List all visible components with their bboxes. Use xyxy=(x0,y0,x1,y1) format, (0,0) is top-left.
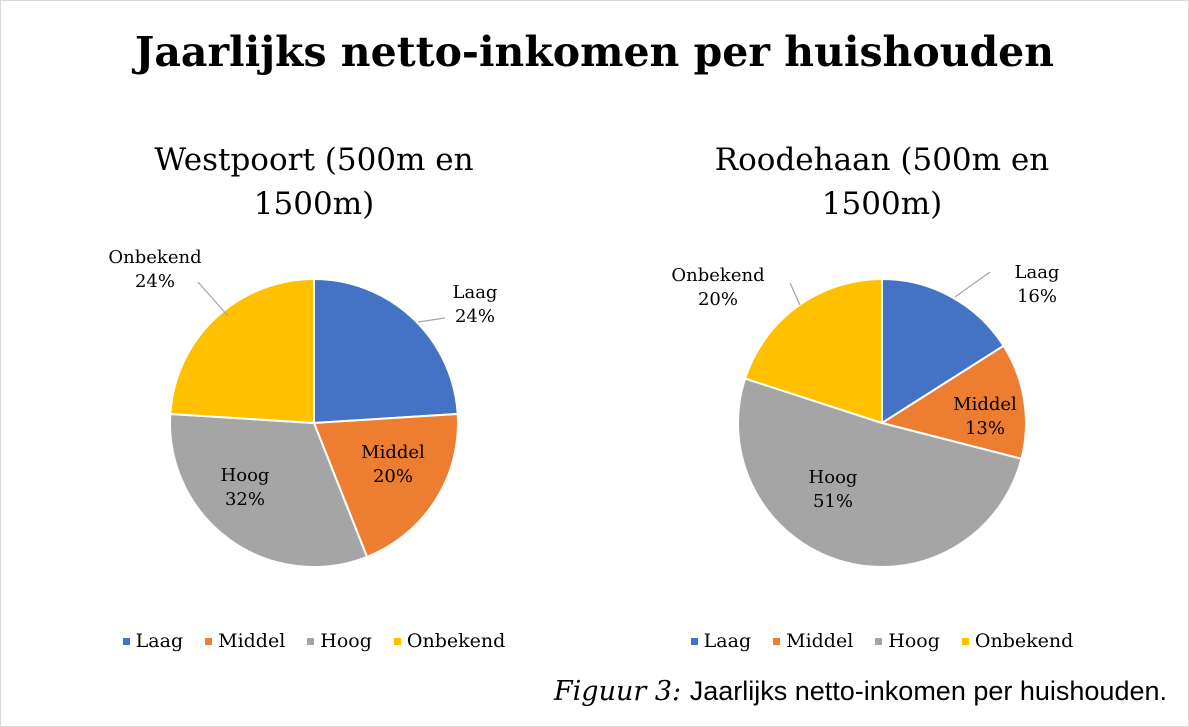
data-label-value: 20% xyxy=(698,289,738,310)
legend-label: Laag xyxy=(703,630,752,652)
pie-slice xyxy=(737,377,1023,568)
data-label-value: 24% xyxy=(455,306,495,327)
caption-label: Figuur 3: xyxy=(553,676,682,707)
pie-title: Westpoort (500m en 1500m) xyxy=(154,142,474,222)
pie-slice xyxy=(879,344,1027,461)
leader-line xyxy=(197,281,229,317)
main-title: Jaarlijks netto-inkomen per huishouden xyxy=(134,28,1055,76)
data-label-value: 13% xyxy=(965,418,1005,439)
legend-label: Middel xyxy=(218,630,286,652)
pie-title: Roodehaan (500m en 1500m) xyxy=(714,142,1050,222)
legend-item: Laag xyxy=(122,630,184,652)
caption-text: Jaarlijks netto-inkomen per huishouden. xyxy=(689,676,1167,706)
data-label-category: Middel xyxy=(953,394,1017,415)
data-label-category: Onbekend xyxy=(108,247,201,268)
data-label-value: 32% xyxy=(225,489,265,510)
caption: Figuur 3: Jaarlijks netto-inkomen per hu… xyxy=(554,676,1167,707)
data-label-category: Middel xyxy=(361,442,425,463)
pie-slice xyxy=(743,277,883,425)
legend-swatch xyxy=(393,637,401,645)
legend-label: Hoog xyxy=(320,630,372,652)
legend-swatch xyxy=(961,637,969,645)
pie-slice xyxy=(169,277,315,425)
legend-swatch xyxy=(773,637,781,645)
legend: Laag Middel Hoog Onbekend xyxy=(632,630,1132,652)
leader-line xyxy=(789,282,801,306)
data-label-category: Laag xyxy=(453,282,498,303)
legend-item: Middel xyxy=(205,630,285,652)
pie-slice xyxy=(312,412,459,559)
legend-swatch xyxy=(122,637,130,645)
legend-swatch xyxy=(205,637,213,645)
data-label-value: 20% xyxy=(373,466,413,487)
data-label-category: Hoog xyxy=(221,465,270,486)
leader-line xyxy=(954,271,991,298)
legend-label: Hoog xyxy=(888,630,940,652)
legend-swatch xyxy=(875,637,883,645)
leader-line xyxy=(417,317,446,323)
legend-label: Onbekend xyxy=(406,630,506,652)
legend-swatch xyxy=(690,637,698,645)
data-label-category: Laag xyxy=(1015,262,1060,283)
legend-item: Onbekend xyxy=(393,630,506,652)
legend-label: Onbekend xyxy=(974,630,1074,652)
data-label-category: Hoog xyxy=(809,467,858,488)
legend-item: Middel xyxy=(773,630,853,652)
legend-item: Laag xyxy=(690,630,752,652)
legend: Laag Middel Hoog Onbekend xyxy=(64,630,564,652)
data-label-value: 16% xyxy=(1017,286,1057,307)
data-label-value: 51% xyxy=(813,491,853,512)
legend-item: Onbekend xyxy=(961,630,1074,652)
pie-slice xyxy=(881,277,1005,425)
legend-item: Hoog xyxy=(307,630,372,652)
legend-label: Laag xyxy=(135,630,184,652)
data-label-value: 24% xyxy=(135,271,175,292)
legend-item: Hoog xyxy=(875,630,940,652)
legend-label: Middel xyxy=(786,630,854,652)
pie-slice xyxy=(169,412,369,568)
legend-swatch xyxy=(307,637,315,645)
pie-slice xyxy=(313,277,459,425)
data-label-category: Onbekend xyxy=(671,265,764,286)
